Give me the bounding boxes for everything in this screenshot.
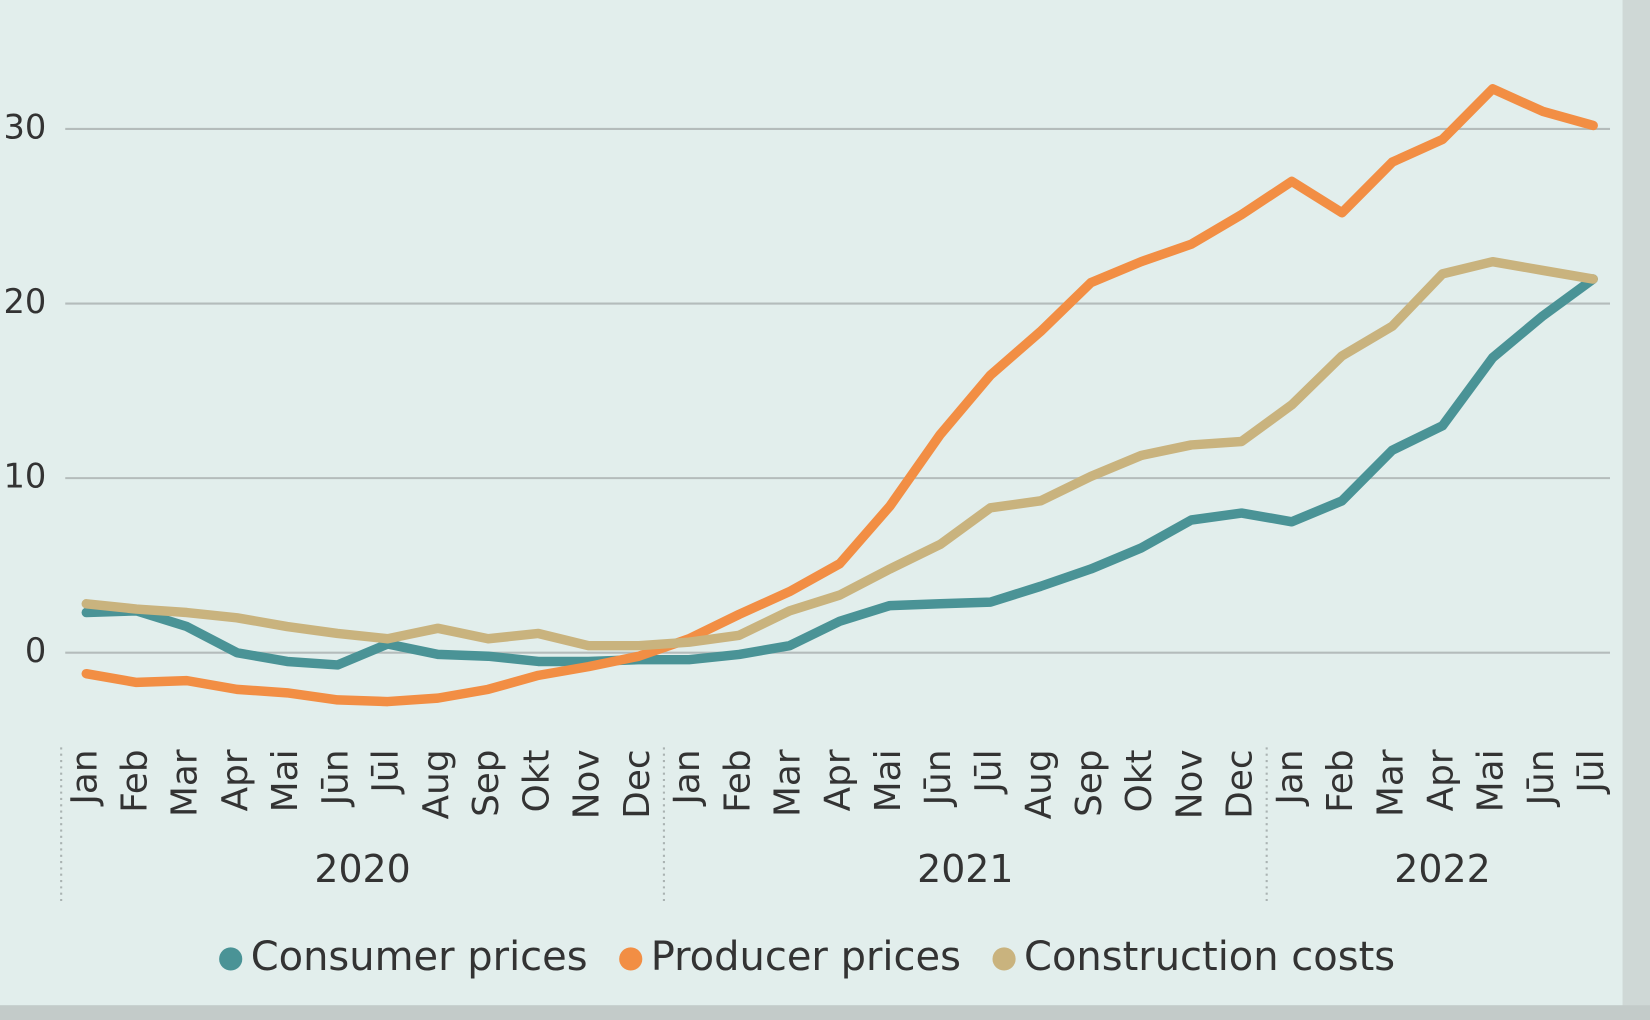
x-tick-label: Jūl	[366, 749, 407, 794]
x-tick-label: Jūl	[968, 749, 1009, 794]
x-tick-label: Mar	[768, 749, 809, 817]
y-tick-label: 20	[3, 282, 46, 321]
x-tick-label: Nov	[567, 749, 608, 819]
x-tick-label: Aug	[416, 749, 457, 819]
legend-label: Producer prices	[651, 934, 961, 980]
x-tick-label: Mar	[165, 749, 206, 817]
y-tick-label: 30	[3, 107, 46, 146]
x-tick-label: Jan	[667, 749, 708, 806]
x-tick-label: Mai	[868, 749, 909, 812]
x-tick-label: Aug	[1019, 749, 1060, 819]
x-tick-label: Dec	[1220, 749, 1261, 818]
y-tick-label: 10	[3, 457, 46, 496]
x-tick-label: Mar	[1370, 749, 1411, 817]
panel-shadow	[0, 1005, 1650, 1020]
x-tick-label: Jan	[64, 749, 105, 806]
x-tick-label: Apr	[1420, 749, 1461, 811]
legend-label: Consumer prices	[251, 934, 588, 980]
panel-edge	[1622, 0, 1650, 1020]
panel	[0, 0, 1623, 1006]
x-tick-label: Sep	[1069, 749, 1110, 816]
x-group-label: 2020	[314, 847, 410, 891]
x-tick-label: Apr	[215, 749, 256, 811]
x-tick-label: Jūl	[1571, 749, 1612, 794]
x-tick-label: Okt	[516, 749, 557, 812]
x-group-label: 2021	[917, 847, 1013, 891]
x-tick-label: Nov	[1169, 749, 1210, 819]
x-tick-label: Jūn	[918, 749, 959, 807]
x-tick-label: Mai	[265, 749, 306, 812]
x-tick-label: Sep	[466, 749, 507, 816]
legend-marker	[992, 947, 1016, 971]
x-group-label: 2022	[1394, 847, 1490, 891]
x-tick-label: Okt	[1119, 749, 1160, 812]
legend-marker	[619, 947, 643, 971]
x-tick-label: Dec	[617, 749, 658, 818]
x-tick-label: Feb	[717, 749, 758, 812]
series-line	[81, 84, 1598, 707]
series-line	[81, 256, 1598, 651]
x-tick-label: Feb	[115, 749, 156, 812]
x-tick-label: Feb	[1320, 749, 1361, 812]
x-tick-label: Jūn	[1521, 749, 1562, 807]
x-tick-label: Apr	[818, 749, 859, 811]
legend-label: Construction costs	[1024, 934, 1395, 980]
x-tick-label: Jūn	[315, 749, 356, 807]
y-tick-label: 0	[25, 631, 46, 670]
series-line	[81, 274, 1598, 670]
x-tick-label: Jan	[1270, 749, 1311, 806]
legend-marker	[219, 947, 243, 971]
x-tick-label: Mai	[1471, 749, 1512, 812]
